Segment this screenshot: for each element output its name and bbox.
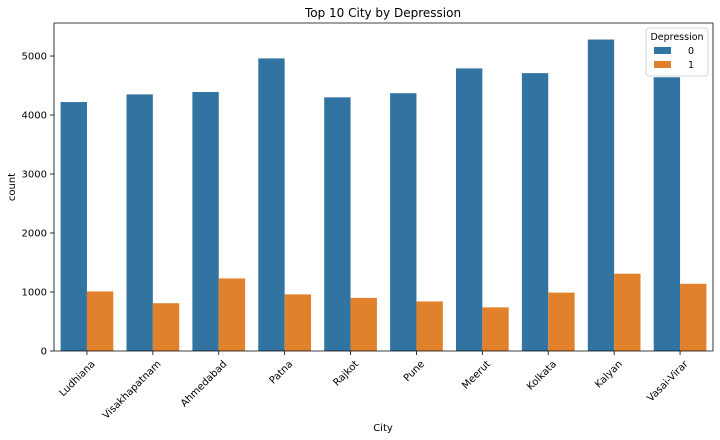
bar-kolkata-depression-0 xyxy=(521,73,549,351)
x-tick-label: Vasai-Virar xyxy=(645,358,691,404)
bar-visakhapatnam-depression-1 xyxy=(152,303,180,351)
bar-rajkot-depression-1 xyxy=(350,297,377,351)
y-tick-label: 1000 xyxy=(22,288,47,299)
x-tick-label: Visakhapatnam xyxy=(101,359,164,422)
y-axis-label: count xyxy=(7,173,18,201)
legend-swatch-1 xyxy=(654,61,671,68)
bar-ludhiana-depression-0 xyxy=(60,102,87,351)
y-tick-label: 3000 xyxy=(22,170,47,181)
x-axis-label: City xyxy=(373,423,393,434)
bar-visakhapatnam-depression-0 xyxy=(126,94,153,351)
y-tick-label: 4000 xyxy=(22,111,47,122)
bar-vasai-virar-depression-0 xyxy=(653,77,681,352)
bar-patna-depression-0 xyxy=(258,58,285,352)
legend-swatch-0 xyxy=(654,47,671,54)
y-tick-label: 2000 xyxy=(22,229,47,240)
x-tick-label: Ludhiana xyxy=(57,359,97,399)
x-tick-label: Rajkot xyxy=(331,359,361,389)
bar-pune-depression-1 xyxy=(416,301,443,351)
bar-patna-depression-1 xyxy=(284,294,312,351)
legend-label-1: 1 xyxy=(688,60,694,71)
bar-rajkot-depression-0 xyxy=(324,97,351,351)
legend-label-0: 0 xyxy=(688,46,694,57)
plot-area: 0 1000 2000 3000 4000 5000 Ludhiana Visakhapatn… xyxy=(22,22,714,422)
x-tick-label: Pune xyxy=(402,359,427,384)
x-tick-label: Patna xyxy=(268,359,296,387)
legend-title: Depression xyxy=(650,32,703,43)
y-tick-label: 0 xyxy=(41,347,47,358)
legend: Depression 0 1 xyxy=(645,27,709,77)
bar-meerut-depression-0 xyxy=(455,68,483,352)
bar-ludhiana-depression-1 xyxy=(86,291,114,351)
x-tick-label: Kolkata xyxy=(525,359,559,393)
bar-vasai-virar-depression-1 xyxy=(680,283,707,351)
x-tick-label: Ahmedabad xyxy=(179,359,229,409)
bar-kolkata-depression-1 xyxy=(548,292,575,351)
bar-kalyan-depression-1 xyxy=(614,273,641,351)
bar-ahmedabad-depression-0 xyxy=(192,92,219,352)
x-tick-label: Meerut xyxy=(460,359,493,392)
bar-ahmedabad-depression-1 xyxy=(218,278,246,351)
y-tick-label: 5000 xyxy=(22,52,47,63)
bar-pune-depression-0 xyxy=(390,93,417,351)
bar-kalyan-depression-0 xyxy=(587,39,615,352)
x-tick-label: Kalyan xyxy=(593,359,625,391)
chart-title: Top 10 City by Depression xyxy=(304,6,461,20)
bar-meerut-depression-1 xyxy=(482,307,509,351)
